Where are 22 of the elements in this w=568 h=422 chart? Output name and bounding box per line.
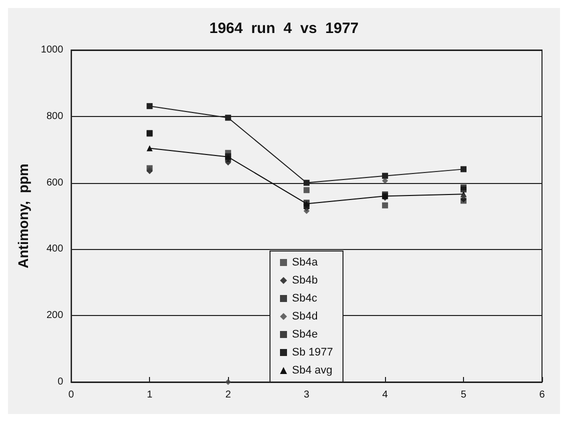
legend-label: Sb4a: [292, 256, 319, 268]
y-tick-label: 800: [46, 110, 64, 122]
x-tick-label: 5: [460, 390, 467, 400]
legend-label: Sb4 avg: [292, 364, 332, 376]
x-tick-label: 0: [68, 390, 74, 400]
y-tick-label: 1000: [40, 44, 64, 56]
x-tick-label: 3: [304, 390, 310, 400]
x-tick-label: 2: [225, 390, 232, 400]
y-tick-label: 600: [46, 177, 64, 188]
x-tick-label: 1: [146, 390, 153, 400]
legend-label: Sb4b: [292, 274, 318, 286]
chart-title: 1964 run 4 vs 1977: [209, 20, 359, 37]
y-axis-title: Antimony, ppm: [15, 164, 31, 268]
y-tick-label: 200: [46, 310, 64, 322]
x-tick-label: 6: [539, 390, 546, 400]
y-tick-label: 0: [58, 376, 64, 388]
legend-label: Sb4c: [292, 292, 318, 304]
legend-label: Sb4e: [292, 328, 318, 340]
y-tick-label: 400: [46, 244, 64, 255]
x-tick-label: 4: [382, 390, 388, 400]
legend-label: Sb 1977: [292, 346, 333, 358]
legend-label: Sb4d: [292, 310, 318, 322]
